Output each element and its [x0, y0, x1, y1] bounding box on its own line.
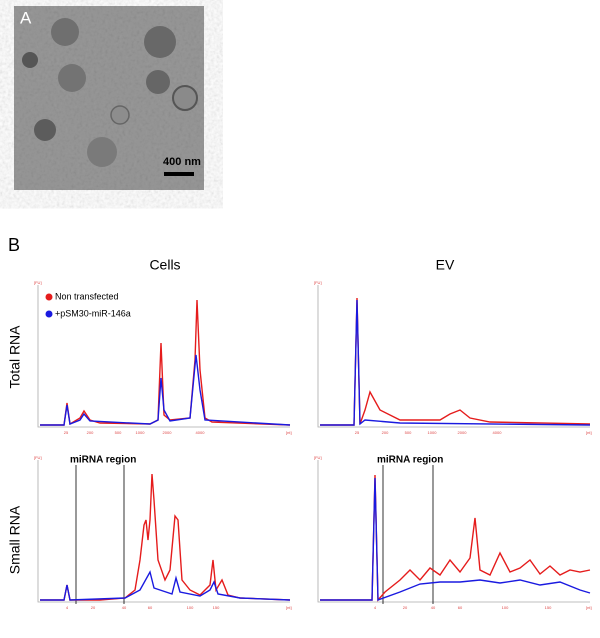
y-unit: [FU]	[314, 455, 322, 460]
trace-transfected	[40, 354, 291, 426]
micrograph: A 400 nm	[14, 6, 204, 190]
annotation: miRNA region	[377, 455, 443, 466]
scale-bar-label: 400 nm	[163, 156, 201, 168]
legend-marker	[45, 310, 53, 318]
x-tick-label: 150	[213, 605, 220, 610]
x-tick-label: 1000	[136, 430, 146, 435]
x-tick-label: 40	[431, 605, 436, 610]
x-unit: [nt]	[286, 605, 292, 610]
x-tick-label: 2000	[163, 430, 173, 435]
trace-non-transfected	[40, 473, 291, 601]
legend-label: Non transfected	[55, 291, 119, 301]
axis	[317, 460, 590, 603]
x-tick-label: 200	[382, 430, 389, 435]
y-unit: [FU]	[314, 280, 322, 285]
x-tick-label: 20	[403, 605, 408, 610]
x-tick-label: 4000	[196, 430, 206, 435]
column-title: Cells	[149, 257, 180, 273]
scale-bar	[164, 172, 194, 176]
panel-label: B	[8, 235, 20, 255]
y-unit: [FU]	[34, 455, 42, 460]
axis	[317, 285, 590, 428]
trace-non-transfected	[320, 297, 591, 426]
legend-marker	[45, 293, 53, 301]
x-unit: [nt]	[586, 430, 592, 435]
x-tick-label: 60	[458, 605, 463, 610]
trace-non-transfected	[320, 474, 591, 602]
x-tick-label: 100	[187, 605, 194, 610]
trace-transfected	[320, 299, 591, 426]
panel-label: A	[20, 8, 32, 27]
x-tick-label: 25	[355, 430, 360, 435]
x-tick-label: 4000	[493, 430, 503, 435]
axis	[37, 285, 290, 428]
x-tick-label: 40	[122, 605, 127, 610]
x-tick-label: 150	[545, 605, 552, 610]
x-tick-label: 500	[405, 430, 412, 435]
x-tick-label: 100	[502, 605, 509, 610]
axis	[37, 460, 290, 603]
annotation: miRNA region	[70, 455, 136, 466]
y-unit: [FU]	[34, 280, 42, 285]
x-tick-label: 500	[115, 430, 122, 435]
x-tick-label: 4	[374, 605, 377, 610]
x-unit: [nt]	[286, 430, 292, 435]
x-tick-label: 2000	[458, 430, 468, 435]
x-tick-label: 1000	[428, 430, 438, 435]
column-title: EV	[436, 257, 455, 273]
trace-transfected	[40, 570, 291, 601]
x-tick-label: 200	[87, 430, 94, 435]
x-tick-label: 4	[66, 605, 69, 610]
row-title: Small RNA	[7, 505, 23, 574]
trace-transfected	[320, 477, 591, 601]
x-unit: [nt]	[586, 605, 592, 610]
row-title: Total RNA	[7, 325, 23, 389]
trace-non-transfected	[40, 299, 291, 426]
x-tick-label: 25	[64, 430, 69, 435]
x-tick-label: 20	[91, 605, 96, 610]
legend-label: +pSM30-miR-146a	[55, 308, 131, 318]
x-tick-label: 60	[148, 605, 153, 610]
